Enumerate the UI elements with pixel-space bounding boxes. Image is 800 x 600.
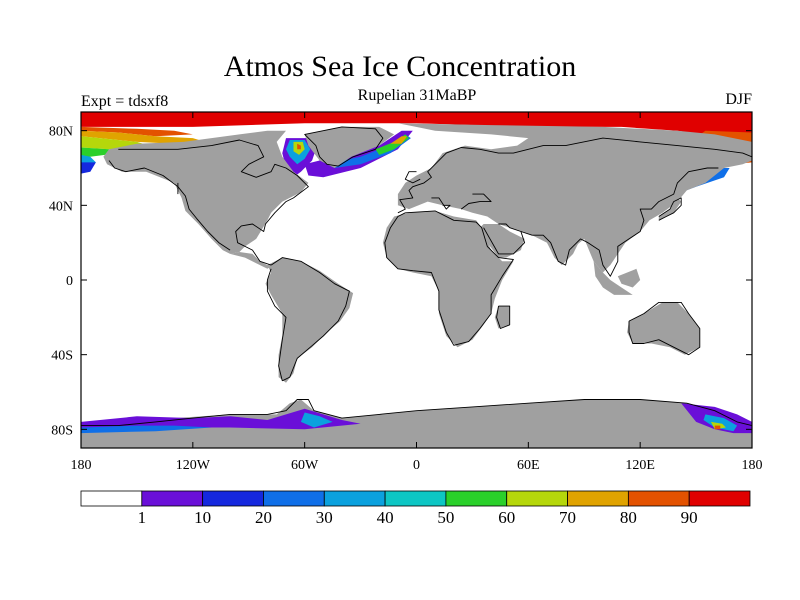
coastline [384,210,514,346]
lon-tick-label: 120W [176,458,211,473]
coastline [658,197,682,221]
colorbar-label: 50 [437,508,454,527]
colorbar-bin [202,490,264,507]
coastline [304,126,384,167]
coastline-layer [81,126,752,427]
colorbar-label: 70 [559,508,576,527]
plot-subtitle: Rupelian 31MaBP [357,87,477,104]
coastline [266,268,287,381]
lat-tick-label: 40N [49,199,73,214]
season-label: DJF [725,91,752,108]
arctic-ice-40 [81,154,96,165]
colorbar-label: 20 [255,508,272,527]
arctic-ice-70 [81,130,212,144]
land-southeast-asia [593,261,633,295]
antarctic-ice-1 [81,408,361,430]
lon-tick-label: 0 [413,458,420,473]
coastline [81,399,752,427]
colorbar-bin [80,490,143,507]
land-greenland [304,126,395,168]
colorbar-label: 80 [620,508,637,527]
coastline [397,137,752,214]
land-south-america [265,257,354,383]
land-borneo [617,268,641,288]
arctic-ice-90 [81,112,752,137]
antarctic-ice-30 [81,425,212,434]
land-north-america [103,130,309,254]
coastline [460,193,492,210]
coastline [520,167,719,277]
coastline [628,301,701,356]
lon-tick-label: 60E [517,458,540,473]
land-eurasia [397,123,752,273]
coastline [431,197,451,210]
experiment-label: Expt = tdsxf8 [81,93,169,110]
colorbar-label: 1 [138,508,147,527]
lat-tick-label: 40S [51,349,73,364]
coastline [270,257,350,382]
land-australia [627,302,700,355]
lat-tick-label: 80N [49,125,73,140]
land-central-america [230,252,273,269]
coastline [496,305,511,329]
coastline [118,139,309,266]
land-india-ext [547,238,581,266]
colorbar-bin [506,490,568,507]
greenland-ice-70 [390,136,408,144]
land-africa [382,210,514,348]
colorbar-bin [141,490,204,507]
land-arabia [479,224,525,258]
colorbar-bin [688,490,751,507]
colorbar-bin [384,490,447,507]
arctic-ice-80 [81,126,193,137]
coastline [404,171,421,184]
colorbar-bin [567,490,629,507]
colorbar-label: 90 [681,508,698,527]
colorbar-label: 10 [194,508,211,527]
colorbar-bin [263,490,325,507]
land-layer [81,123,752,448]
colorbar-label: 60 [498,508,515,527]
greenland-ice-30 [332,134,411,168]
arctic-ice-10 [81,162,96,174]
colorbar-bin [323,490,386,507]
lon-tick-label: 120E [625,458,655,473]
southern-ice-layer [81,403,752,434]
lon-tick-label: 60W [291,458,319,473]
coastline [108,160,231,251]
colorbar-label: 40 [377,508,394,527]
lat-tick-label: 0 [66,274,73,289]
colorbar-label: 30 [316,508,333,527]
weddell-ice-40 [300,412,333,428]
land-antarctica [81,399,752,448]
plot-title: Atmos Sea Ice Concentration [223,50,577,83]
ross-ice-40 [703,414,738,432]
lon-tick-label: 180 [742,458,763,473]
baffin-ice-80 [297,143,301,150]
colorbar-bin [445,490,508,507]
ross-ice-80 [714,425,721,430]
lon-tick-label: 180 [71,458,92,473]
colorbar-bin [627,490,690,507]
lat-tick-label: 80S [51,423,73,438]
coastline [483,223,526,255]
